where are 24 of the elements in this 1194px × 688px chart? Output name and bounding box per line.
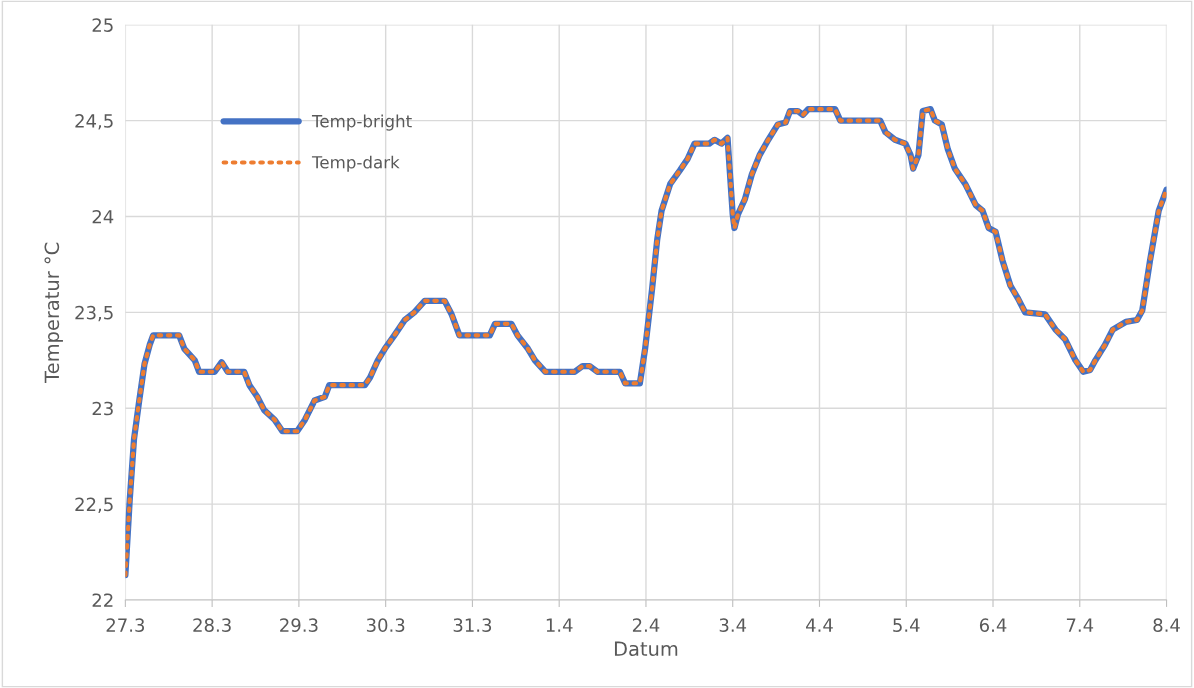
x-tick-label: 29.3 (280, 618, 318, 632)
x-tick-label: 31.3 (453, 618, 492, 632)
y-tick-label: 24 (92, 209, 114, 224)
x-tick-label: 28.3 (193, 618, 231, 632)
legend-label: Temp-dark (311, 155, 400, 172)
y-axis-title: Temperatur °C (44, 242, 63, 383)
x-tick-label: 2.4 (632, 618, 660, 632)
y-tick-label: 24,5 (75, 114, 113, 130)
y-tick-label: 22 (92, 593, 113, 607)
x-tick-label: 4.4 (806, 618, 833, 632)
x-tick-label: 7.4 (1066, 618, 1094, 632)
x-tick-label: 1.4 (546, 618, 573, 632)
x-tick-label: 30.3 (366, 618, 405, 632)
x-tick-label: 5.4 (893, 618, 920, 632)
x-tick-label: 6.4 (979, 618, 1007, 632)
legend-label: Temp-bright (311, 114, 412, 131)
x-axis-title: Datum (614, 641, 678, 657)
x-tick-label: 8.4 (1153, 618, 1180, 632)
y-tick-label: 23 (92, 401, 113, 416)
y-tick-label: 25 (92, 18, 113, 32)
y-tick-label: 23,5 (75, 305, 113, 322)
y-tick-label: 22,5 (75, 497, 113, 514)
x-tick-label: 27.3 (106, 618, 145, 632)
x-tick-label: 3.4 (719, 618, 747, 632)
